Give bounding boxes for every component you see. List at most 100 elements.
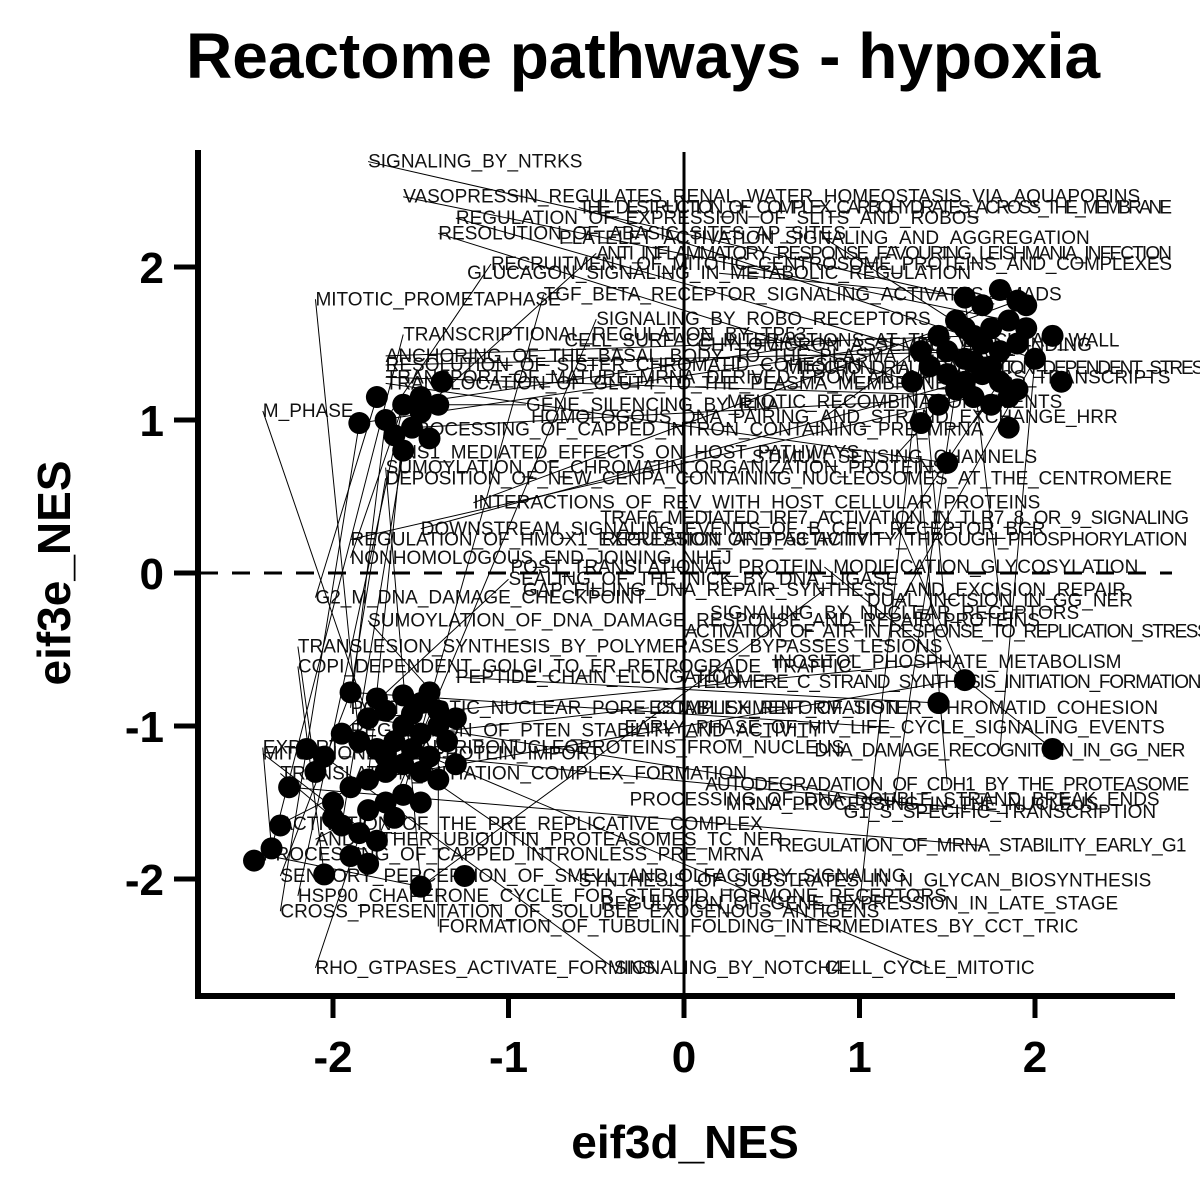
point-label: TRANSLESION_SYNTHESIS_BY_POLYMERASES_BYP… [298,637,943,658]
point-label: DOWNSTREAM_SIGNALING_EVENTS_OF_B_CELL_RE… [421,519,1046,540]
point-label: G2_M_DNA_DAMAGE_CHECKPOINT [315,588,646,609]
point-label: AND_OTHER_UBIQUITIN_PROTEASOMES_TC_NER [315,829,783,850]
x-tick-label: 2 [1023,1033,1047,1082]
data-point [339,776,362,799]
label-leader-line [279,692,352,877]
label-leader-line [455,676,939,704]
data-point [357,707,380,730]
point-label: REGULATION_OF_PTEN_STABILITY_AND_ACTIVIT… [351,721,823,742]
data-point [392,684,415,707]
point-label: HSP90_CHAPERONE_CYCLE_FOR_STEROID_HORMON… [298,886,947,907]
data-point [427,768,450,791]
data-point [357,768,380,791]
data-point [392,753,415,776]
data-point [971,332,994,355]
label-leader-line [420,707,649,735]
data-point [1041,324,1064,347]
data-point [365,829,388,852]
label-leader-line [350,396,974,540]
point-label: ESTABLISHMENT_OF_SISTER_CHROMATID_COHESI… [649,698,1158,719]
point-label: NONHOMOLOGOUS_END_JOINING_NHEJ [351,548,732,569]
point-label: SIGNALING_BY_NTRKS [368,152,582,173]
data-point [392,393,415,416]
label-leader-line [368,717,913,805]
data-point [980,355,1003,378]
label-leader-line [385,382,948,464]
data-point [962,350,985,373]
label-leader-line [385,376,1009,398]
point-label: REGULATION_OF_HMOX1_EXPRESSION_AND_ACTIV… [351,529,869,550]
label-leader-line [964,297,1001,601]
data-point [953,286,976,309]
data-point [357,852,380,875]
data-point [444,753,467,776]
point-label: DNA_DAMAGE_RECOGNITION_IN_GG_NER [814,741,1185,762]
point-label: SENSORY_PERCEPTION_OF_SMELL_AND_OLFACTOR… [280,866,906,887]
point-label: FORMATION_OF_TUBULIN_FOLDING_INTERMEDIAT… [438,917,1078,938]
data-point [313,745,336,768]
point-label: HOMOLOGOUS_DNA_PAIRING_AND_STRAND_EXCHAN… [531,407,1118,428]
plot-area: SIGNALING_BY_NTRKS VASOPRESSIN_REGULATES_… [200,152,1200,994]
label-leader-line [420,589,825,888]
data-point [409,386,432,409]
y-tick-label: -2 [125,856,164,905]
label-leader-line [385,335,974,357]
data-point [365,687,388,710]
point-label: PROCESSING_OF_CAPPED_INTRONLESS_PRE_MRNA [263,845,764,866]
data-point [295,737,318,760]
data-point [260,837,283,860]
point-label: RESOLUTION_OF_ABASIC_SITES_AP_SITES [438,223,846,244]
data-point [909,412,932,435]
data-point [365,386,388,409]
point-label: SUMOYLATION_OF_CHROMATIN_ORGANIZATION_PR… [386,458,946,479]
data-point [927,324,950,347]
data-point [374,745,397,768]
y-tick-label: 1 [140,397,164,446]
label-leader-line [350,691,895,729]
data-point [997,416,1020,439]
data-point [400,702,423,725]
point-label: REGULATION_OF_MRNA_STABILITY_EARLY_G1 [778,835,1186,856]
data-point [927,393,950,416]
point-label: SEALING_OF_THE_NICK_BY_DNA_LIGASE [509,569,899,590]
data-point [436,730,459,753]
data-point [953,669,976,692]
y-tick-label: 0 [140,550,164,599]
label-leader-line [438,232,913,383]
x-tick-label: 0 [672,1033,696,1082]
point-label: SIGNALING_BY_ROBO_RECEPTORS [596,309,930,330]
data-point [243,849,266,872]
data-point [997,386,1020,409]
point-label: PROCESSING_OF_DNA_DOUBLE_STRAND_BREAK_EN… [630,790,1160,811]
point-label: TRANSCRIPTIONAL_REGULATION_BY_TP53 [403,324,806,345]
data-point [997,309,1020,332]
x-tick-label: -2 [313,1033,352,1082]
data-point [953,317,976,340]
label-leader-line [350,419,387,708]
point-label: REGULATION_OF_TP53_ACTIVITY_THROUGH_PHOS… [602,529,1188,550]
axis-ticks: -2 -1 0 1 2 -2 -1 0 1 2 [125,244,1047,1082]
data-point [427,393,450,416]
point-label: REGULATION_OF_EXPRESSION_OF_SLITS_AND_RO… [456,208,979,229]
data-point [313,863,336,886]
data-point [374,409,397,431]
point-label: MRNA_PROCESSING_IN_THE_NUCLEUS [726,794,1099,815]
point-label: G1_S_SPECIFIC_TRANSCRIPTION [844,802,1157,823]
point-layer [243,278,1073,898]
point-label: AUTODEGRADATION_OF_CDH1_BY_THE_PROTEASOM… [705,774,1189,795]
data-point [400,416,423,439]
label-leader-line [323,756,615,969]
point-label: INTERACTIONS_OF_REV_WITH_HOST_CELLULAR_P… [473,493,1040,514]
label-leader-line [420,381,965,530]
data-point [339,845,362,868]
point-label: SIGNALING_BY_NUCLEAR_RECEPTORS [710,603,1079,624]
point-label: CROSS_PRESENTATION_OF_SOLUBLE_EXOGENOUS_… [280,901,879,922]
label-leader-line [894,517,966,681]
point-label: STIMULI_SENSING_CHANNELS [752,447,1037,468]
data-point [980,393,1003,416]
data-point [1015,294,1038,317]
data-point [427,699,450,722]
x-axis-title: eif3d_NES [571,1116,799,1168]
data-point [322,791,344,814]
